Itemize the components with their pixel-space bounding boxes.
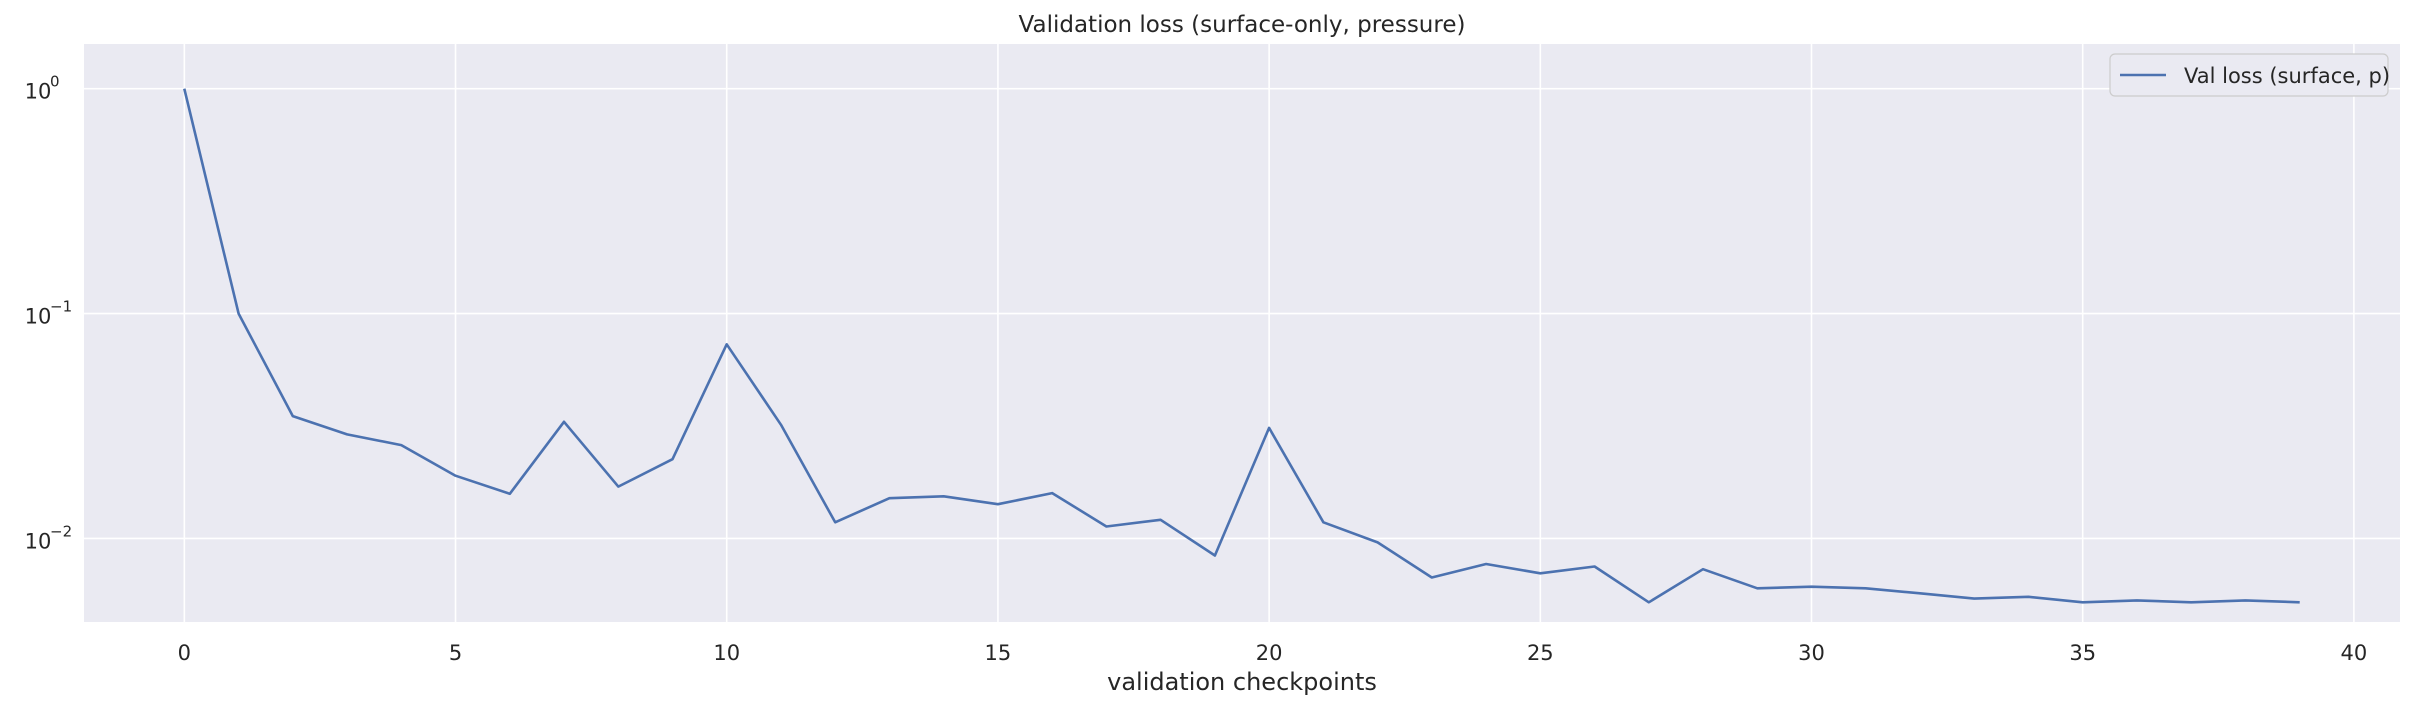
y-tick-label: 10 [25, 305, 52, 329]
plot-area [84, 44, 2400, 622]
y-tick-exponent: −1 [50, 298, 72, 316]
legend-label: Val loss (surface, p) [2184, 64, 2390, 88]
chart-title: Validation loss (surface-only, pressure) [1019, 12, 1466, 38]
y-tick-label: 10 [25, 80, 52, 104]
x-tick-label: 0 [178, 641, 191, 665]
series-line [183, 88, 2300, 604]
series-layer [183, 88, 2300, 604]
x-tick-label: 10 [713, 641, 740, 665]
x-tick-label: 20 [1256, 641, 1283, 665]
x-tick-label: 35 [2069, 641, 2096, 665]
legend: Val loss (surface, p) [2109, 53, 2390, 97]
x-tick-label: 5 [449, 641, 462, 665]
x-tick-label: 40 [2341, 641, 2368, 665]
x-tick-label: 15 [985, 641, 1012, 665]
grid [84, 44, 2400, 622]
y-tick-exponent: 0 [50, 73, 60, 91]
x-tick-label: 25 [1527, 641, 1554, 665]
y-tick-exponent: −2 [50, 522, 72, 540]
y-tick-label: 10 [25, 529, 52, 553]
x-axis-label: validation checkpoints [1107, 668, 1377, 696]
legend-box [2109, 53, 2389, 97]
x-tick-label: 30 [1798, 641, 1825, 665]
